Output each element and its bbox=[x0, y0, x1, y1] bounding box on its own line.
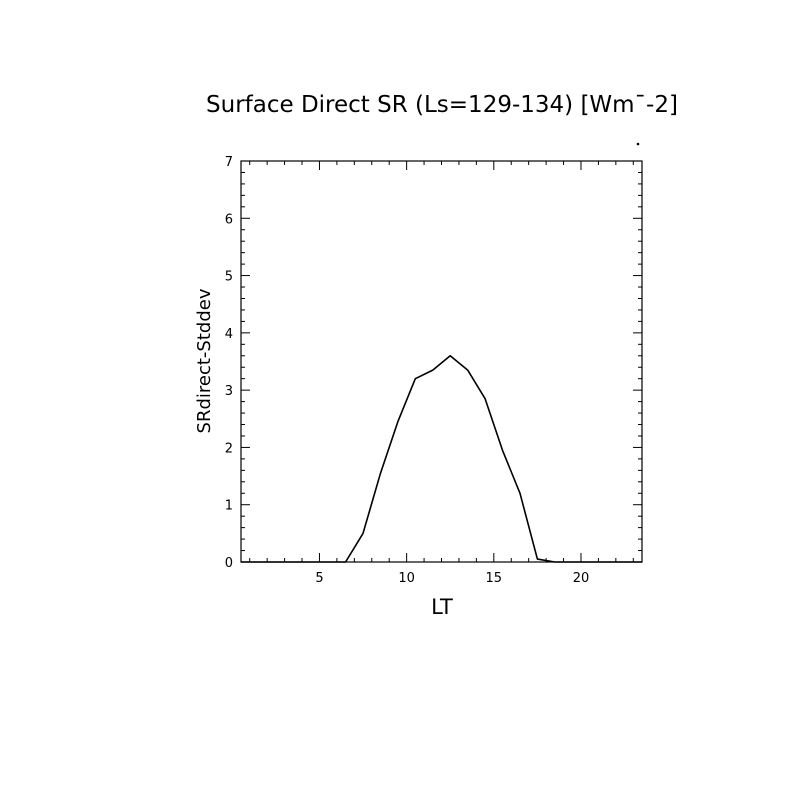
y-tick-labels: 0 1 2 3 4 5 6 7 bbox=[225, 155, 233, 571]
y-tick-label: 4 bbox=[225, 327, 233, 342]
y-tick-label: 3 bbox=[225, 384, 233, 399]
x-tick-labels: 5 10 15 20 bbox=[315, 571, 589, 586]
y-tick-label: 5 bbox=[225, 270, 233, 285]
x-tick-label: 15 bbox=[486, 571, 503, 586]
chart-title: Surface Direct SR (Ls=129-134) [Wm¯-2] bbox=[206, 92, 678, 118]
x-tick-label: 20 bbox=[573, 571, 590, 586]
x-tick-label: 5 bbox=[315, 571, 323, 586]
y-tick-label: 1 bbox=[225, 499, 233, 514]
corner-dot bbox=[636, 142, 640, 146]
y-tick-label: 7 bbox=[225, 155, 233, 170]
y-tick-label: 6 bbox=[225, 212, 233, 227]
y-tick-label: 0 bbox=[225, 556, 233, 571]
y-axis-label: SRdirect-Stddev bbox=[194, 288, 215, 433]
y-tick-label: 2 bbox=[225, 441, 233, 456]
minor-ticks bbox=[241, 161, 642, 562]
x-tick-label: 10 bbox=[398, 571, 415, 586]
x-axis-label: LT bbox=[431, 595, 453, 619]
series-line bbox=[241, 355, 642, 563]
